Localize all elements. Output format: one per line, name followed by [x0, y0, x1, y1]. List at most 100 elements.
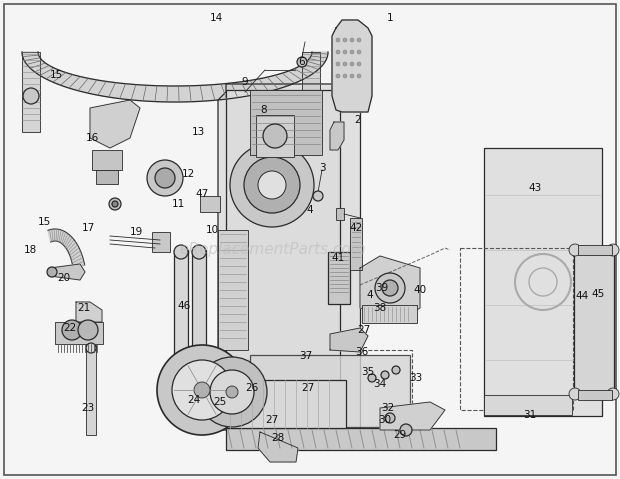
Text: 2: 2	[355, 115, 361, 125]
Text: 27: 27	[265, 415, 278, 425]
Polygon shape	[380, 402, 445, 430]
Bar	[250, 355, 410, 427]
Text: 46: 46	[177, 301, 190, 311]
Circle shape	[226, 386, 238, 398]
Circle shape	[400, 424, 412, 436]
Text: 34: 34	[373, 379, 387, 389]
Circle shape	[147, 160, 183, 196]
Polygon shape	[332, 20, 372, 112]
Circle shape	[263, 124, 287, 148]
Text: 45: 45	[591, 289, 604, 299]
Text: 21: 21	[78, 303, 91, 313]
Circle shape	[569, 388, 581, 400]
Bar	[22, 52, 40, 132]
Bar	[152, 232, 170, 252]
Circle shape	[607, 388, 619, 400]
Bar	[96, 170, 118, 184]
Bar	[55, 322, 103, 344]
Bar	[226, 90, 346, 430]
Circle shape	[112, 201, 118, 207]
Text: 28: 28	[272, 433, 285, 443]
Polygon shape	[258, 432, 298, 462]
Circle shape	[174, 408, 188, 422]
Bar	[218, 230, 248, 350]
Circle shape	[357, 62, 361, 66]
Circle shape	[155, 168, 175, 188]
Circle shape	[297, 57, 307, 67]
Text: 9: 9	[242, 77, 249, 87]
Bar	[226, 428, 496, 450]
Bar	[362, 305, 417, 323]
Text: 43: 43	[528, 183, 542, 193]
Circle shape	[350, 74, 354, 78]
Text: 11: 11	[171, 199, 185, 209]
Text: 26: 26	[246, 383, 259, 393]
Polygon shape	[218, 84, 356, 430]
Text: 41: 41	[331, 253, 345, 263]
Circle shape	[192, 245, 206, 259]
Circle shape	[382, 280, 398, 296]
Bar	[250, 350, 412, 428]
Circle shape	[174, 245, 188, 259]
Text: 27: 27	[301, 383, 314, 393]
Text: 30: 30	[378, 415, 392, 425]
Circle shape	[357, 38, 361, 42]
Polygon shape	[48, 229, 84, 268]
Circle shape	[258, 171, 286, 199]
Text: 37: 37	[299, 351, 312, 361]
Polygon shape	[330, 122, 344, 150]
Circle shape	[197, 357, 267, 427]
Text: 16: 16	[86, 133, 99, 143]
Text: 8: 8	[260, 105, 267, 115]
Bar	[460, 248, 573, 410]
Circle shape	[350, 38, 354, 42]
Bar	[86, 345, 96, 435]
Bar	[328, 252, 350, 304]
Circle shape	[109, 198, 121, 210]
Text: 35: 35	[361, 367, 374, 377]
Polygon shape	[360, 256, 420, 320]
Text: 40: 40	[414, 285, 427, 295]
Circle shape	[172, 360, 232, 420]
Circle shape	[78, 320, 98, 340]
Circle shape	[607, 244, 619, 256]
Text: 38: 38	[373, 303, 387, 313]
Circle shape	[375, 273, 405, 303]
Text: 42: 42	[350, 223, 363, 233]
Text: 10: 10	[205, 225, 219, 235]
Polygon shape	[50, 264, 85, 280]
Polygon shape	[90, 100, 140, 148]
Bar	[200, 196, 220, 212]
Text: 27: 27	[357, 325, 371, 335]
Text: 4: 4	[307, 205, 313, 215]
Circle shape	[313, 191, 323, 201]
Text: 13: 13	[192, 127, 205, 137]
Bar	[192, 250, 206, 418]
Circle shape	[336, 62, 340, 66]
Text: 39: 39	[375, 283, 389, 293]
Polygon shape	[330, 328, 368, 352]
Text: 36: 36	[355, 347, 369, 357]
Text: 20: 20	[58, 273, 71, 283]
Circle shape	[230, 143, 314, 227]
Circle shape	[392, 366, 400, 374]
Text: eReplacementParts.com: eReplacementParts.com	[179, 241, 366, 257]
Bar	[256, 115, 294, 157]
Circle shape	[62, 320, 82, 340]
Text: 32: 32	[381, 403, 394, 413]
Circle shape	[350, 50, 354, 54]
Text: 1: 1	[387, 13, 393, 23]
Bar	[578, 245, 612, 255]
Bar	[574, 248, 614, 396]
Text: 47: 47	[195, 189, 208, 199]
Bar	[174, 250, 188, 418]
Circle shape	[343, 74, 347, 78]
Circle shape	[569, 244, 581, 256]
Circle shape	[381, 371, 389, 379]
Circle shape	[23, 88, 39, 104]
Text: 24: 24	[187, 395, 201, 405]
Circle shape	[336, 50, 340, 54]
Circle shape	[86, 343, 96, 353]
Text: 33: 33	[409, 373, 423, 383]
Text: 15: 15	[50, 70, 63, 80]
